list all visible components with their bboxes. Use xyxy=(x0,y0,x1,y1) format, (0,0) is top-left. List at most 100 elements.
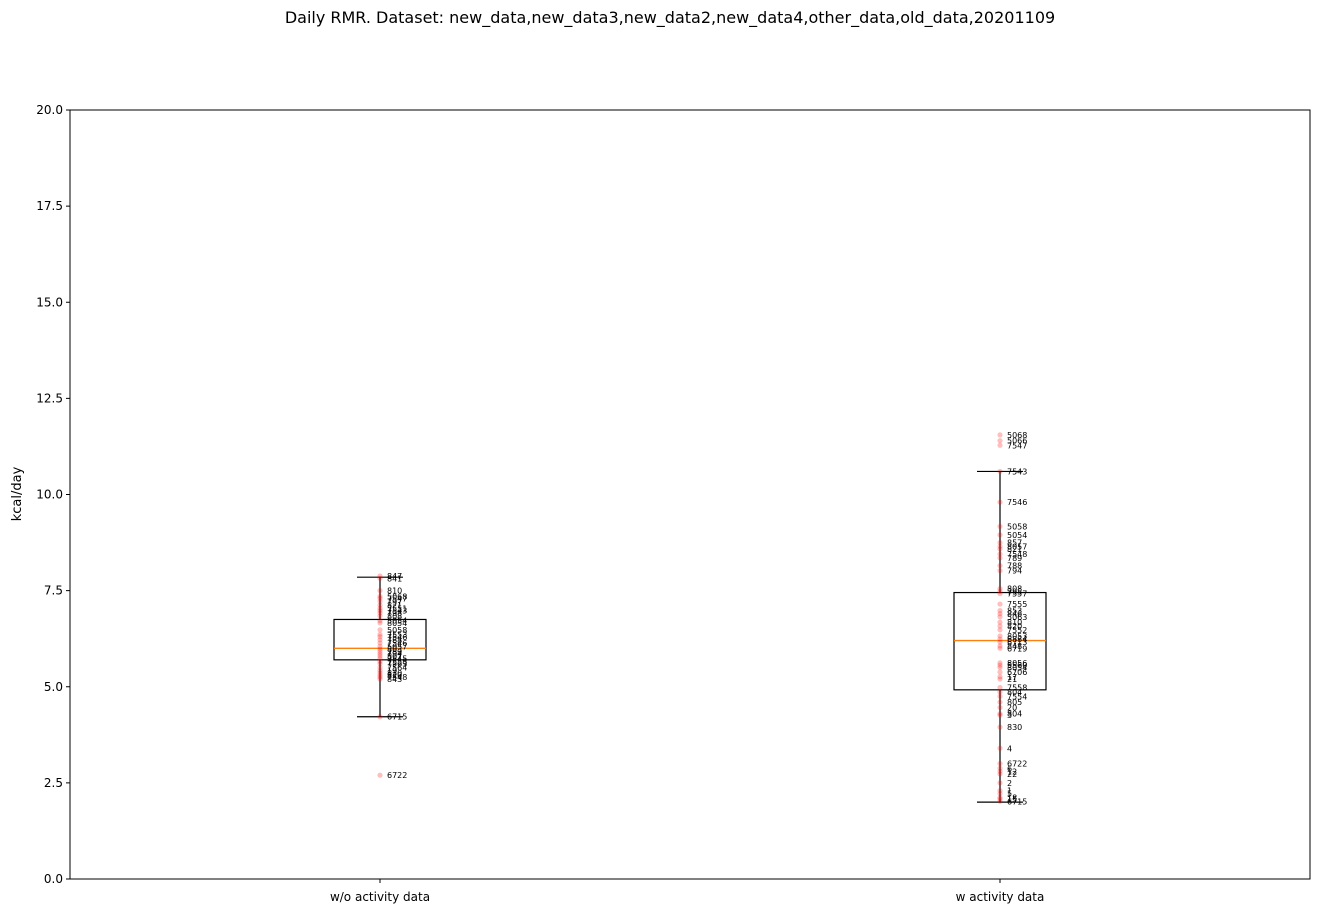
data-point xyxy=(377,588,383,594)
data-point-label: 6 xyxy=(1007,764,1012,773)
data-point xyxy=(997,636,1003,642)
data-point xyxy=(997,643,1003,649)
data-point xyxy=(377,643,383,649)
data-point xyxy=(997,539,1003,546)
y-tick-label: 20.0 xyxy=(36,103,63,117)
data-point xyxy=(377,772,383,778)
data-point xyxy=(377,618,383,624)
data-point xyxy=(377,670,383,676)
data-point xyxy=(377,610,383,616)
y-axis-label: kcal/day xyxy=(10,466,25,521)
data-point xyxy=(997,468,1003,475)
data-point xyxy=(997,711,1003,717)
y-tick-label: 5.0 xyxy=(44,680,63,694)
data-point-label: 820 xyxy=(1007,622,1022,631)
data-point-label: 7564 xyxy=(387,664,407,673)
data-point xyxy=(997,611,1003,617)
data-point-label: 6719 xyxy=(1007,644,1027,653)
data-point-label: 22 xyxy=(1007,770,1017,779)
y-tick-label: 12.5 xyxy=(36,391,63,405)
data-point xyxy=(997,438,1003,444)
data-point xyxy=(377,668,383,674)
data-point xyxy=(377,655,383,661)
data-point-label: 807 xyxy=(387,652,402,661)
data-point xyxy=(377,573,383,579)
data-point xyxy=(997,712,1003,718)
data-point xyxy=(997,432,1003,438)
data-point xyxy=(997,546,1003,552)
data-point-label: 5058 xyxy=(1007,522,1027,531)
data-point xyxy=(997,761,1003,767)
data-point-label: 830 xyxy=(387,669,402,678)
data-point-label: 857 xyxy=(1007,539,1022,548)
data-point-label: 7548 xyxy=(387,673,407,682)
data-point xyxy=(997,676,1003,682)
data-point xyxy=(377,593,383,599)
y-tick-label: 15.0 xyxy=(36,295,63,309)
data-point-label: 7553 xyxy=(387,630,407,639)
data-point-label: 20 xyxy=(1007,704,1017,713)
plot-area: 0.0 2.5 5.0 7.5 10.0 12.5 15.0 17.5 20.0 w/o acti… xyxy=(36,103,1311,904)
data-point-label: 794 xyxy=(387,650,402,659)
data-point xyxy=(377,674,383,680)
data-point xyxy=(997,523,1003,530)
data-point xyxy=(997,794,1003,801)
data-point-label: 797 xyxy=(387,597,402,606)
data-point-label: 804 xyxy=(1007,710,1022,719)
data-point xyxy=(997,619,1003,625)
data-point-label: 848 xyxy=(1007,642,1022,651)
data-point xyxy=(997,765,1003,771)
data-point-label: 4 xyxy=(1007,744,1012,753)
data-point xyxy=(997,614,1003,620)
data-point-label: 6706 xyxy=(1007,668,1027,677)
data-point xyxy=(997,442,1003,448)
data-point-label: 7546 xyxy=(1007,498,1027,507)
chart-title: Daily RMR. Dataset: new_data,new_data3,n… xyxy=(285,8,1055,28)
data-point xyxy=(377,664,383,671)
data-point-label: 5054 xyxy=(387,617,407,626)
data-point-label: 5066 xyxy=(1007,437,1027,446)
data-point-label: 5063 xyxy=(1007,613,1027,622)
data-point-label: 804 xyxy=(1007,688,1022,697)
data-point xyxy=(997,499,1003,505)
data-point-label: 7546 xyxy=(387,639,407,648)
data-point-label: 820 xyxy=(387,671,402,680)
data-point xyxy=(377,653,383,659)
data-point-label: 5068 xyxy=(1007,431,1027,440)
data-point-label: 798 xyxy=(387,609,402,618)
data-point-label: 5068 xyxy=(387,592,407,601)
data-point xyxy=(997,627,1003,633)
data-point-label: 1 xyxy=(1007,787,1012,796)
data-point-label: 821 xyxy=(387,601,402,610)
data-point xyxy=(997,588,1003,594)
plot-frame xyxy=(69,109,1311,880)
data-point-label: 5057 xyxy=(387,642,407,651)
data-point xyxy=(997,798,1003,804)
data-point-label: 7543 xyxy=(387,607,407,616)
data-point xyxy=(997,768,1003,774)
data-point-label: 21 xyxy=(1007,675,1017,684)
data-point-label: 12 xyxy=(1007,767,1017,776)
data-point-label: 8057 xyxy=(1007,542,1027,551)
data-point-label: 841 xyxy=(387,574,402,583)
data-point xyxy=(997,689,1003,695)
data-point-label: 5560 xyxy=(1007,661,1027,670)
data-point xyxy=(997,633,1003,639)
data-point xyxy=(377,658,383,664)
data-point-label: 846 xyxy=(1007,610,1022,619)
data-point xyxy=(997,669,1003,675)
data-point xyxy=(377,608,383,614)
data-point xyxy=(377,631,383,638)
data-point xyxy=(377,605,383,611)
data-point xyxy=(997,796,1003,802)
data-point xyxy=(997,555,1003,561)
data-point-label: 7545 xyxy=(387,654,407,663)
data-point-label: 7547 xyxy=(387,594,407,603)
data-point-label: 6713 xyxy=(1007,638,1027,647)
data-point-label: 7548 xyxy=(1007,550,1027,559)
data-point xyxy=(997,568,1003,574)
data-point xyxy=(997,551,1003,557)
data-point-label: 7563 xyxy=(387,660,407,669)
data-point xyxy=(997,660,1003,666)
